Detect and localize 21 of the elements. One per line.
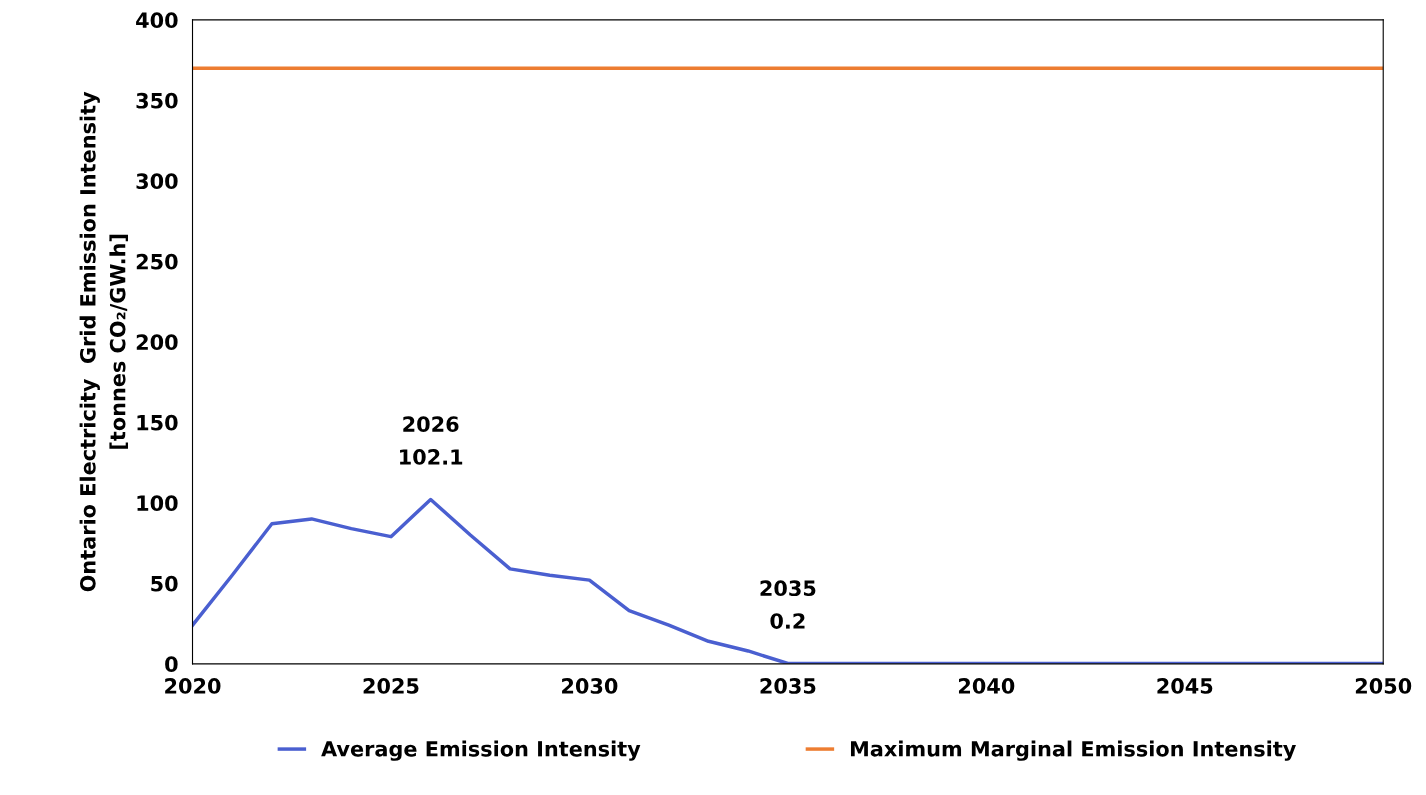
- y-tick-label: 150: [137, 414, 178, 431]
- y-tick-label: 50: [151, 575, 178, 592]
- annotation: 2026 102.1: [400, 416, 463, 465]
- y-tick-label: 350: [136, 92, 178, 109]
- x-tick-label: 2040: [958, 678, 1015, 694]
- y-axis-title: Ontario Electricity Grid Emission Intensity [tonnes CO₂/GW.h]: [79, 91, 128, 592]
- y-tick-label: 0: [165, 656, 178, 673]
- x-tick-label: 2035: [760, 678, 816, 694]
- legend-label: Average Emission Intensity: [321, 740, 641, 761]
- y-tick-label: 300: [136, 173, 178, 190]
- x-tick-label: 2045: [1157, 678, 1213, 694]
- y-tick-label: 200: [136, 334, 178, 351]
- x-tick-label: 2025: [363, 678, 419, 694]
- annotation: 2035 0.2: [760, 580, 816, 629]
- x-tick-label: 2050: [1355, 678, 1412, 694]
- x-tick-label: 2030: [562, 678, 618, 694]
- legend-label: Maximum Marginal Emission Intensity: [850, 740, 1296, 761]
- x-tick-label: 2020: [165, 678, 221, 694]
- y-tick-label: 400: [136, 12, 178, 29]
- y-tick-label: 100: [137, 495, 178, 512]
- y-tick-label: 250: [136, 253, 178, 270]
